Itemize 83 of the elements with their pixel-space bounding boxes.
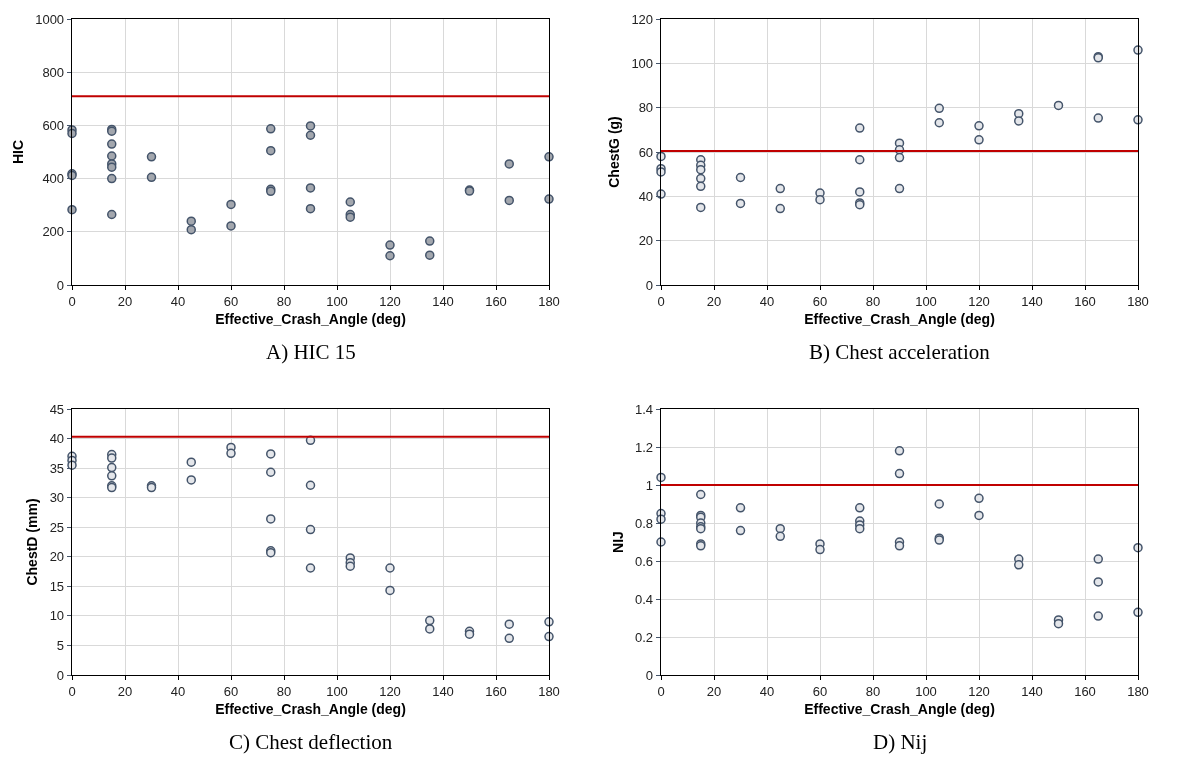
y-tick-label: 0 [56,277,65,293]
x-tick-label: 80 [276,683,292,699]
x-tick-label: 0 [657,293,665,309]
y-tick-label: 20 [49,549,65,565]
y-tick-label: 80 [638,100,654,116]
y-tick-label: 200 [42,224,65,240]
x-tick-label: 20 [117,683,133,699]
x-tick-label: 100 [326,293,348,309]
x-axis-title: Effective_Crash_Angle (deg) [215,701,406,718]
y-tick-label: 0 [645,667,654,683]
x-tick-label: 140 [1021,293,1043,309]
x-tick-label: 160 [1074,293,1096,309]
y-tick-label: 0.4 [635,591,654,607]
y-tick-label: 1.4 [635,401,654,417]
x-tick-label: 160 [485,683,507,699]
y-axis-title: ChestD (mm) [24,498,41,586]
y-tick-label: 20 [638,233,654,249]
text: B) Chest acceleration [809,340,991,364]
y-tick-label: 15 [49,578,65,594]
x-tick-label: 80 [865,683,881,699]
x-axis-title: Effective_Crash_Angle (deg) [804,311,995,328]
y-tick-label: 800 [42,64,65,80]
x-tick-label: 40 [759,683,775,699]
y-tick-label: 400 [42,171,65,187]
x-tick-label: 20 [117,293,133,309]
x-tick-label: 20 [706,683,722,699]
x-tick-label: 140 [432,683,454,699]
y-tick-label: 40 [638,188,654,204]
y-tick-label: 120 [631,11,654,27]
y-tick-label: 0 [56,667,65,683]
text: C) Chest deflection [229,730,393,754]
x-tick-label: 180 [1127,293,1149,309]
x-tick-label: 180 [538,683,560,699]
y-axis-title: NIJ [609,531,626,553]
y-tick-label: 1 [645,477,654,493]
text: D) Nij [873,730,928,754]
x-axis-title: Effective_Crash_Angle (deg) [215,311,406,328]
y-tick-label: 0.6 [635,553,654,569]
y-tick-label: 25 [49,519,65,535]
x-tick-label: 120 [968,683,990,699]
x-tick-label: 100 [915,683,937,699]
text: A) HIC 15 [266,340,356,364]
y-tick-label: 30 [49,490,65,506]
y-tick-label: 35 [49,460,65,476]
x-axis-title: Effective_Crash_Angle (deg) [804,701,995,718]
y-tick-label: 0.8 [635,515,654,531]
x-tick-label: 120 [379,683,401,699]
x-tick-label: 140 [432,293,454,309]
x-tick-label: 80 [276,293,292,309]
x-tick-label: 60 [812,293,828,309]
y-tick-label: 0 [645,277,654,293]
y-tick-label: 45 [49,401,65,417]
y-axis-title: ChestG (g) [606,116,623,188]
x-tick-label: 40 [170,683,186,699]
x-tick-label: 160 [485,293,507,309]
x-tick-label: 0 [657,683,665,699]
y-tick-label: 40 [49,431,65,447]
x-tick-label: 60 [223,683,239,699]
x-tick-label: 60 [223,293,239,309]
x-tick-label: 120 [968,293,990,309]
x-tick-label: 100 [915,293,937,309]
x-tick-label: 120 [379,293,401,309]
y-tick-label: 5 [56,637,65,653]
y-tick-label: 10 [49,608,65,624]
y-tick-label: 600 [42,117,65,133]
x-tick-label: 180 [538,293,560,309]
x-tick-label: 180 [1127,683,1149,699]
x-tick-label: 0 [68,293,76,309]
x-tick-label: 40 [759,293,775,309]
y-tick-label: 1.2 [635,439,654,455]
x-tick-label: 40 [170,293,186,309]
x-tick-label: 100 [326,683,348,699]
y-tick-label: 60 [638,144,654,160]
x-tick-label: 140 [1021,683,1043,699]
x-tick-label: 0 [68,683,76,699]
x-tick-label: 160 [1074,683,1096,699]
y-tick-label: 1000 [35,11,65,27]
x-tick-label: 80 [865,293,881,309]
x-tick-label: 20 [706,293,722,309]
y-tick-label: 100 [631,55,654,71]
y-tick-label: 0.2 [635,629,654,645]
y-axis-title: HIC [9,139,26,165]
x-tick-label: 60 [812,683,828,699]
